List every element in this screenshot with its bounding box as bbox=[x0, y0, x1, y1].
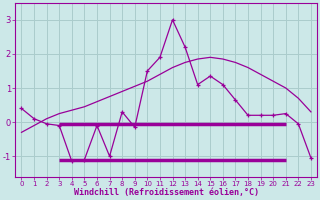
X-axis label: Windchill (Refroidissement éolien,°C): Windchill (Refroidissement éolien,°C) bbox=[74, 188, 259, 197]
